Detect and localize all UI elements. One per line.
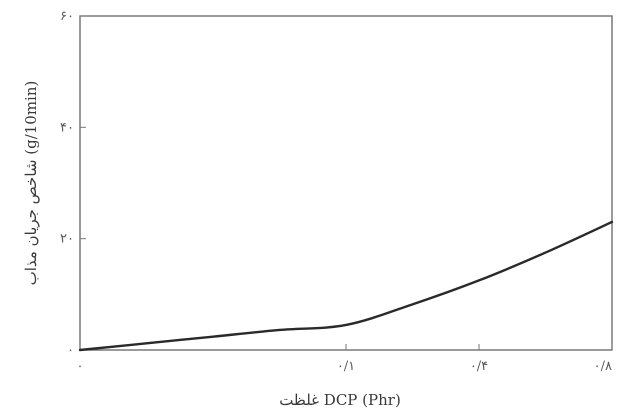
x-axis-title: غلظت DCP (Phr) — [279, 391, 401, 409]
x-axis-ticks: ۰ ۰/۱ ۰/۴ ۰/۸ — [77, 344, 613, 374]
x-tick-label: ۰/۱ — [337, 359, 355, 374]
y-tick-label: ۴۰ — [60, 120, 74, 135]
y-tick-label: ۰ — [67, 343, 74, 358]
x-tick-label: ۰ — [77, 359, 84, 374]
x-tick-label: ۰/۸ — [594, 359, 612, 374]
series-line — [78, 220, 614, 352]
y-tick-label: ۲۰ — [60, 232, 74, 247]
plot-frame — [79, 15, 613, 351]
y-tick-label: ۶۰ — [60, 9, 74, 24]
y-axis-ticks: ۰ ۲۰ ۴۰ ۶۰ — [60, 9, 86, 358]
x-tick-label: ۰/۴ — [470, 359, 488, 374]
y-axis-title: شاخص جریان مذاب (g/10min) — [22, 81, 40, 286]
